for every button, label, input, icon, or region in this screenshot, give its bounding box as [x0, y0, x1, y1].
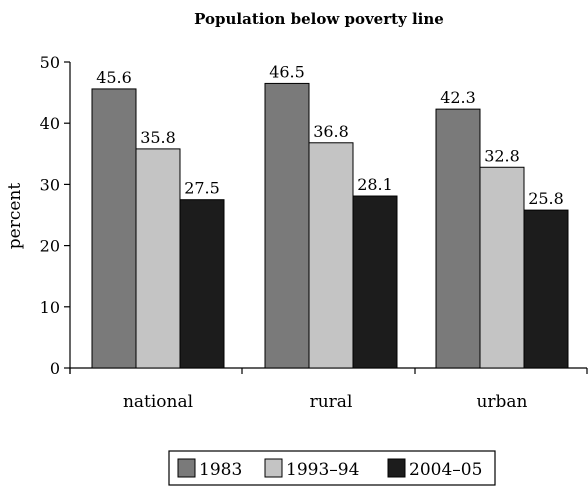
legend-label-0: 1983: [199, 460, 242, 480]
data-label-urban-0: 42.3: [440, 88, 476, 107]
y-tick-label-1: 10: [40, 298, 60, 317]
y-tick-label-2: 20: [40, 237, 60, 256]
bar-urban-0: [435, 108, 481, 369]
bars: [91, 82, 569, 369]
data-label-national-1: 35.8: [140, 128, 176, 147]
bar-national-1: [135, 148, 181, 369]
x-axis: national rural urban: [69, 367, 588, 412]
data-label-national-2: 27.5: [184, 179, 220, 198]
bar-urban-2: [523, 209, 569, 369]
bar-rural-2: [352, 195, 398, 369]
legend-label-2: 2004–05: [409, 460, 482, 480]
data-label-rural-1: 36.8: [313, 122, 349, 141]
legend-swatch-2: [387, 458, 406, 478]
category-label-national: national: [123, 392, 193, 412]
bar-rural-0: [264, 82, 310, 369]
y-tick-label-3: 30: [40, 175, 60, 194]
data-label-urban-2: 25.8: [528, 189, 564, 208]
category-label-rural: rural: [310, 392, 353, 412]
legend-swatch-1: [264, 458, 283, 478]
data-label-rural-2: 28.1: [357, 175, 393, 194]
data-labels: 45.6 35.8 27.5 46.5 36.8 28.1 42.3 32.8 25.8: [96, 62, 564, 208]
legend-box: [168, 450, 496, 486]
bar-rural-1: [308, 142, 354, 369]
bar-national-0: [91, 88, 137, 369]
bar-urban-1: [479, 166, 525, 369]
y-axis: 0 10 20 30 40 50: [40, 53, 71, 378]
legend: 1983 1993–94 2004–05: [168, 450, 496, 486]
y-tick-label-5: 50: [40, 53, 60, 72]
data-label-urban-1: 32.8: [484, 146, 520, 165]
data-label-national-0: 45.6: [96, 68, 132, 87]
data-label-rural-0: 46.5: [269, 62, 305, 81]
y-tick-label-0: 0: [50, 359, 60, 378]
legend-label-1: 1993–94: [286, 460, 359, 480]
bar-national-2: [179, 199, 225, 369]
chart-title: Population below poverty line: [194, 10, 444, 28]
category-label-urban: urban: [476, 392, 527, 412]
y-tick-label-4: 40: [40, 114, 60, 133]
legend-swatch-0: [177, 458, 196, 478]
y-axis-label: percent: [5, 183, 25, 250]
